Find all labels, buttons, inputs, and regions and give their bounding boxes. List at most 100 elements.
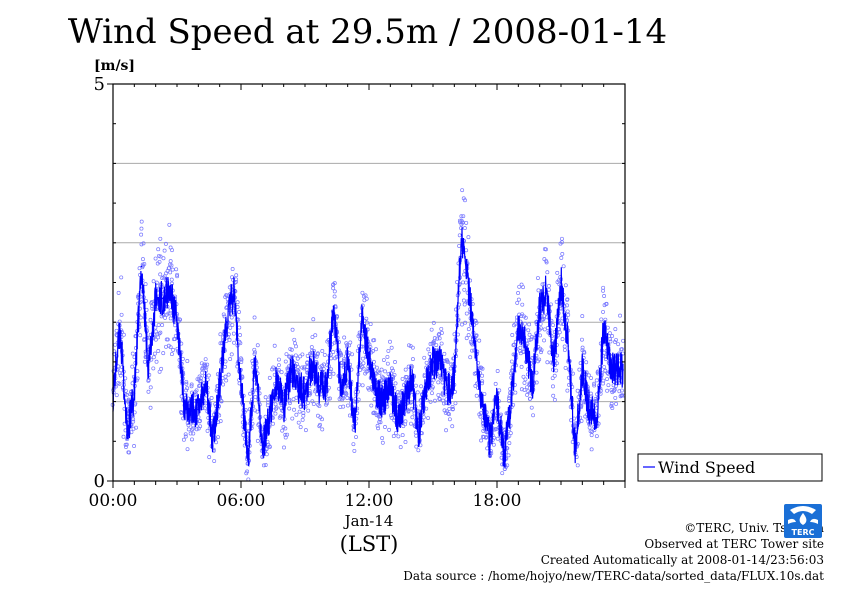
sample-point — [320, 417, 324, 422]
sample-point — [290, 416, 295, 421]
sample-point — [403, 440, 408, 444]
sample-point — [166, 311, 171, 316]
sample-point — [141, 257, 145, 262]
sample-point — [525, 385, 530, 390]
sample-point — [414, 444, 419, 449]
sample-point — [386, 348, 391, 353]
sample-point — [190, 427, 194, 432]
sample-point — [523, 315, 528, 320]
sample-point — [468, 355, 473, 360]
sample-point — [435, 336, 440, 341]
sample-point — [522, 321, 527, 326]
sample-point — [509, 359, 514, 364]
sample-point — [292, 337, 297, 342]
sample-point — [525, 372, 530, 377]
sample-point — [605, 388, 610, 393]
sample-point — [230, 323, 235, 327]
sample-point — [364, 316, 369, 321]
sample-point — [326, 396, 331, 401]
sample-point — [263, 463, 268, 467]
sample-point — [527, 322, 532, 327]
sample-point — [114, 393, 119, 398]
sample-point — [292, 407, 296, 412]
sample-point — [161, 256, 166, 261]
sample-point — [245, 469, 250, 474]
sample-point — [584, 370, 589, 375]
sample-point — [602, 365, 607, 370]
sample-point — [298, 354, 303, 359]
series-point — [467, 289, 470, 292]
sample-point — [157, 259, 162, 264]
sample-point — [364, 296, 369, 301]
sample-point — [561, 264, 566, 269]
series-point — [510, 400, 513, 403]
sample-point — [345, 403, 350, 408]
sample-point — [381, 358, 386, 362]
sample-point — [205, 377, 210, 382]
sample-point — [363, 293, 368, 298]
sample-point — [135, 369, 140, 374]
sample-point — [618, 313, 623, 318]
sample-point — [284, 352, 289, 357]
sample-point — [294, 412, 299, 417]
sample-point — [345, 343, 350, 348]
sample-point — [235, 305, 240, 309]
sample-point — [283, 359, 288, 364]
sample-point — [539, 326, 543, 331]
sample-point — [519, 387, 524, 392]
sample-point — [158, 330, 163, 335]
sample-point — [173, 323, 177, 328]
sample-point — [359, 344, 364, 349]
sample-point — [252, 315, 257, 320]
sample-point — [163, 315, 168, 320]
sample-point — [549, 334, 554, 339]
series-point — [154, 297, 157, 300]
sample-point — [565, 388, 570, 393]
series-point — [560, 281, 562, 284]
sample-point — [253, 395, 258, 399]
sample-point — [457, 218, 462, 223]
series-point — [318, 384, 321, 387]
sample-point — [331, 350, 336, 354]
sample-point — [527, 332, 532, 337]
sample-point — [459, 226, 464, 231]
sample-point — [114, 328, 119, 333]
sample-point — [186, 423, 191, 428]
sample-point — [447, 412, 451, 417]
sample-point — [290, 327, 295, 332]
sample-point — [609, 404, 614, 408]
sample-point — [554, 361, 559, 366]
sample-point — [592, 383, 597, 388]
sample-point — [565, 309, 570, 314]
sample-point — [546, 287, 551, 292]
series-point — [410, 376, 413, 379]
series-point — [382, 400, 385, 403]
sample-point — [361, 366, 366, 371]
sample-point — [257, 421, 262, 426]
sample-point — [462, 287, 467, 292]
sample-point — [460, 188, 465, 193]
series-point — [432, 361, 434, 363]
sample-point — [550, 339, 555, 344]
sample-point — [156, 323, 161, 327]
sample-point — [263, 414, 268, 419]
sample-point — [168, 311, 173, 316]
sample-point — [332, 294, 337, 299]
sample-point — [545, 270, 550, 275]
y-tick-label: 0 — [94, 471, 105, 492]
sample-point — [589, 376, 594, 381]
sample-point — [516, 297, 521, 302]
sample-point — [594, 378, 599, 383]
sample-point — [491, 442, 496, 447]
sample-point — [396, 434, 401, 439]
sample-point — [169, 352, 174, 357]
x-axis-label: (LST) — [340, 532, 399, 556]
sample-point — [431, 320, 436, 325]
sample-point — [232, 340, 237, 345]
sample-point — [160, 323, 165, 327]
sample-point — [193, 392, 198, 397]
sample-point — [552, 397, 557, 402]
sample-point — [461, 298, 466, 303]
series-point — [176, 321, 178, 324]
sample-point — [388, 339, 392, 344]
